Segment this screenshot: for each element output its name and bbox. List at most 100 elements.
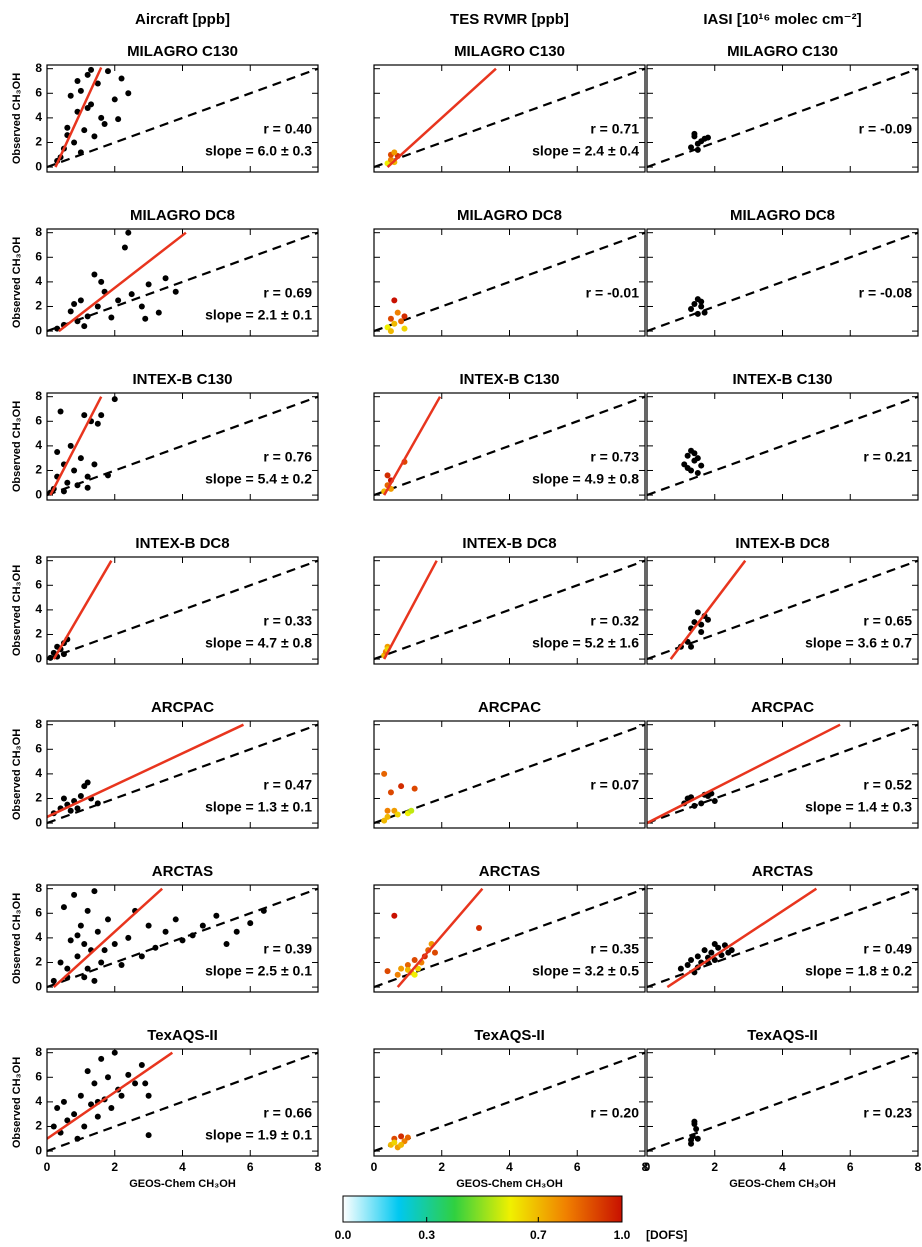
data-point <box>64 124 71 131</box>
data-point <box>94 1113 101 1120</box>
one-to-one-line <box>47 231 318 333</box>
one-to-one-line <box>374 231 645 333</box>
fit-line <box>52 887 164 989</box>
data-point <box>81 412 88 419</box>
data-point <box>694 469 701 476</box>
axes-frame <box>646 884 919 993</box>
slope-annotation: slope = 2.1 ± 0.1 <box>205 307 312 323</box>
axes-frame <box>646 720 919 829</box>
plot-area <box>374 559 645 661</box>
data-point <box>138 953 145 960</box>
slope-annotation: slope = 5.2 ± 1.6 <box>532 635 639 651</box>
data-point <box>125 90 132 97</box>
plot-area <box>374 723 645 825</box>
axes-frame <box>373 884 646 993</box>
data-point <box>684 961 691 968</box>
data-point <box>398 1141 405 1148</box>
data-point <box>398 1133 405 1140</box>
data-point <box>74 1135 81 1142</box>
data-point <box>142 1080 149 1087</box>
x-tick-label: 2 <box>111 1160 118 1174</box>
panel-title: MILAGRO DC8 <box>457 207 562 224</box>
panel-title: INTEX-B C130 <box>459 371 559 388</box>
panel: ARCTAS 0 2 4 6 8 Observed CH₃OH r = 0.39 slope =… <box>11 863 319 993</box>
data-point <box>691 130 698 137</box>
one-to-one-line <box>47 559 318 661</box>
fit-line <box>396 887 484 988</box>
one-to-one-line <box>47 723 318 825</box>
y-tick-label: 4 <box>35 110 42 124</box>
slope-annotation: slope = 3.2 ± 0.5 <box>532 963 639 979</box>
data-point <box>387 789 394 796</box>
data-point <box>381 770 388 777</box>
data-point <box>121 244 128 251</box>
data-point <box>101 947 108 954</box>
data-point <box>57 959 64 966</box>
colorbar-tick-label: 0.0 <box>335 1228 352 1242</box>
data-point <box>415 965 422 972</box>
plot-area <box>647 723 918 825</box>
data-point <box>67 937 74 944</box>
data-point <box>693 1125 700 1132</box>
data-point <box>77 1092 84 1099</box>
data-point <box>94 420 101 427</box>
x-tick-label: 2 <box>438 1160 445 1174</box>
r-annotation: r = -0.08 <box>859 285 913 301</box>
data-point <box>74 482 81 489</box>
data-point <box>115 116 122 123</box>
x-tick-label: 6 <box>847 1160 854 1174</box>
data-point <box>108 1105 115 1112</box>
panel: ARCPAC r = 0.07 <box>373 699 646 829</box>
data-point <box>691 450 698 457</box>
data-point <box>138 1061 145 1068</box>
colorbar-tick-label: 0.7 <box>530 1228 547 1242</box>
data-point <box>84 71 91 78</box>
x-tick-label: 8 <box>915 1160 922 1174</box>
data-point <box>67 442 74 449</box>
data-point <box>701 947 708 954</box>
data-point <box>74 318 81 325</box>
r-annotation: r = 0.33 <box>263 613 312 629</box>
data-point <box>684 795 691 802</box>
data-point <box>411 785 418 792</box>
data-point <box>60 795 67 802</box>
data-point <box>98 114 105 121</box>
r-annotation: r = 0.23 <box>863 1105 912 1121</box>
data-point <box>694 310 701 317</box>
one-to-one-line <box>47 1051 318 1153</box>
data-point <box>91 1080 98 1087</box>
data-point <box>111 941 118 948</box>
data-point <box>145 922 152 929</box>
data-point <box>118 961 125 968</box>
fit-line <box>47 1051 174 1140</box>
r-annotation: r = 0.65 <box>863 613 912 629</box>
data-point <box>145 281 152 288</box>
data-point <box>91 461 98 468</box>
data-point <box>398 318 405 325</box>
y-tick-label: 2 <box>35 135 42 149</box>
y-tick-label: 6 <box>35 1069 42 1083</box>
data-point <box>84 779 91 786</box>
y-tick-label: 0 <box>35 979 42 993</box>
y-axis-label: Observed CH₃OH <box>11 1057 23 1148</box>
data-point <box>223 941 230 948</box>
data-point <box>64 479 71 486</box>
r-annotation: r = -0.09 <box>859 121 913 137</box>
panel-title: ARCTAS <box>479 863 540 880</box>
fit-line <box>49 396 103 496</box>
data-point <box>213 912 220 919</box>
y-axis-label: Observed CH₃OH <box>11 401 23 492</box>
panel: ARCPAC r = 0.52 slope = 1.4 ± 0.3 <box>646 699 919 829</box>
panel-title: ARCTAS <box>152 863 213 880</box>
data-point <box>408 807 415 814</box>
data-point <box>476 925 483 932</box>
panel-title: MILAGRO C130 <box>727 43 838 60</box>
data-point <box>77 793 84 800</box>
x-tick-label: 0 <box>644 1160 651 1174</box>
data-point <box>108 314 115 321</box>
data-point <box>384 968 391 975</box>
data-point <box>431 949 438 956</box>
panel-title: ARCPAC <box>751 699 814 716</box>
one-to-one-line <box>374 1051 645 1153</box>
data-point <box>677 965 684 972</box>
